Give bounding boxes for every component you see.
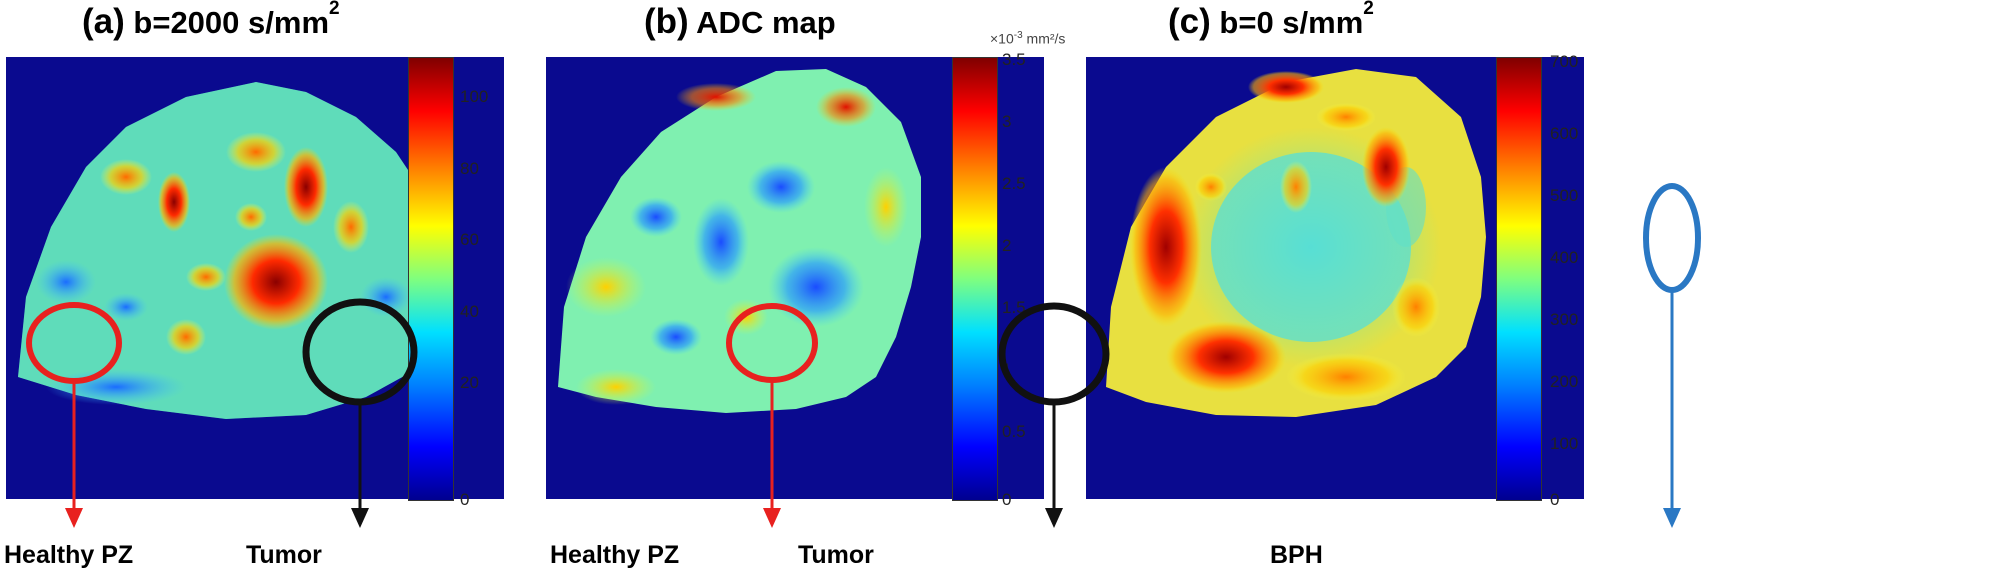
colorbar-b-tick: 2 — [1002, 236, 1011, 256]
colorbar-a-tick: 0 — [460, 490, 469, 510]
colorbar-a — [408, 57, 454, 501]
panel-a: (a) b=2000 s/mm2 — [0, 0, 620, 578]
colorbar-c-tick: 600 — [1550, 124, 1578, 144]
colorbar-c-tick: 500 — [1550, 186, 1578, 206]
panel-c-title: (c) b=0 s/mm2 — [1168, 2, 1374, 42]
colorbar-a-tick: 60 — [460, 230, 479, 250]
colorbar-c — [1496, 57, 1542, 501]
colorbar-b-unit-exp: -3 — [1014, 30, 1023, 41]
colorbar-a-tick: 40 — [460, 302, 479, 322]
healthy-pz-label-a: Healthy PZ — [4, 541, 133, 570]
colorbar-b-unit-prefix: ×10 — [990, 31, 1014, 47]
panel-b-title: (b) ADC map — [644, 2, 836, 42]
panel-a-label: (a) — [82, 2, 125, 41]
colorbar-a-tick: 80 — [460, 159, 479, 179]
colorbar-a-tick: 100 — [460, 87, 488, 107]
colorbar-b-tick: 2.5 — [1002, 174, 1026, 194]
colorbar-c-tick: 700 — [1550, 52, 1578, 72]
panel-a-title-text: b=2000 s/mm — [133, 5, 329, 40]
panel-b-label: (b) — [644, 2, 689, 41]
colorbar-b-tick: 3 — [1002, 112, 1011, 132]
colorbar-a-tick: 20 — [460, 373, 479, 393]
bph-arrowhead — [1663, 508, 1681, 528]
bph-ellipse — [1646, 186, 1698, 290]
colorbar-b-tick: 0.5 — [1002, 422, 1026, 442]
bph-label: BPH — [1270, 541, 1323, 570]
colorbar-b-unit: ×10-3 mm²/s — [990, 30, 1065, 47]
panel-c-label: (c) — [1168, 2, 1211, 41]
colorbar-b-tick: 1 — [1002, 360, 1011, 380]
panel-c: (c) b=0 s/mm2 — [1080, 0, 1640, 578]
tumor-label-a: Tumor — [246, 541, 322, 570]
tumor-label-b: Tumor — [798, 541, 874, 570]
colorbar-b-unit-suffix: mm²/s — [1027, 31, 1066, 47]
colorbar-c-tick: 0 — [1550, 490, 1559, 510]
panel-b-title-text: ADC map — [696, 5, 836, 40]
colorbar-b — [952, 57, 998, 501]
healthy-pz-label-b: Healthy PZ — [550, 541, 679, 570]
panel-c-title-sup: 2 — [1363, 0, 1374, 19]
colorbar-b-tick: 0 — [1002, 490, 1011, 510]
colorbar-c-tick: 100 — [1550, 434, 1578, 454]
colorbar-b-tick: 1.5 — [1002, 298, 1026, 318]
colorbar-c-tick: 300 — [1550, 310, 1578, 330]
colorbar-c-tick: 400 — [1550, 248, 1578, 268]
panel-c-title-text: b=0 s/mm — [1219, 5, 1363, 40]
colorbar-b-tick: 3.5 — [1002, 50, 1026, 70]
panel-b: (b) ADC map — [540, 0, 1080, 578]
panel-a-title: (a) b=2000 s/mm2 — [82, 2, 340, 42]
panel-a-title-sup: 2 — [329, 0, 340, 19]
colorbar-c-tick: 200 — [1550, 372, 1578, 392]
